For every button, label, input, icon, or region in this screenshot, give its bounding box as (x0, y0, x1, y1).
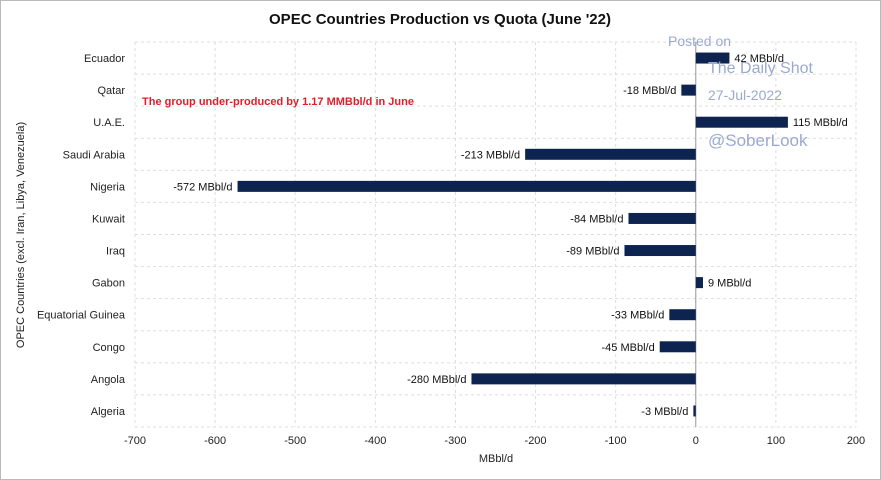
data-label: -3 MBbl/d (641, 406, 688, 418)
watermark-daily-shot: The Daily Shot (708, 60, 813, 77)
y-axis-title: OPEC Countries (excl. Iran, Libya, Venez… (15, 122, 27, 348)
bar-kuwait (628, 212, 696, 224)
category-label: Qatar (97, 85, 125, 97)
x-tick-label: 0 (693, 435, 699, 447)
bar-angola (471, 373, 696, 385)
grid-lines (134, 41, 857, 428)
data-label: -45 MBbl/d (602, 342, 655, 354)
x-tick-label: 100 (767, 435, 785, 447)
bars (237, 52, 788, 417)
x-tick-label: -600 (204, 435, 226, 447)
x-tick-labels: -700 -600 -500 -400 -300 -200 -100 0 100 200 (124, 435, 865, 447)
x-tick-label: -200 (525, 435, 547, 447)
watermark-posted-on: Posted on (668, 33, 731, 49)
category-label: Congo (93, 342, 125, 354)
watermark: Posted on The Daily Shot 27-Jul-2022 @So… (668, 33, 813, 150)
data-label: -18 MBbl/d (623, 85, 676, 97)
bar-qatar (681, 84, 696, 96)
bar-u-a-e- (695, 116, 788, 128)
bar-algeria (693, 405, 696, 417)
annotation-text: The group under-produced by 1.17 MMBbl/d… (142, 96, 414, 108)
x-tick-label: -100 (605, 435, 627, 447)
watermark-handle: @SoberLook (708, 131, 808, 150)
data-label: -213 MBbl/d (461, 149, 520, 161)
x-tick-label: 200 (847, 435, 865, 447)
bar-nigeria (237, 180, 696, 192)
category-label: Nigeria (90, 181, 126, 193)
category-label: Iraq (106, 246, 125, 258)
category-label: Equatorial Guinea (37, 310, 126, 322)
bar-congo (659, 341, 696, 353)
bar-saudi-arabia (525, 148, 696, 160)
category-labels: Ecuador Qatar U.A.E. Saudi Arabia Nigeria Kuw… (37, 53, 126, 418)
data-labels: 42 MBbl/d -18 MBbl/d 115 MBbl/d -213 MBbl/d… (173, 53, 848, 418)
bar-iraq (624, 245, 696, 257)
data-label: -84 MBbl/d (570, 213, 623, 225)
data-label: -572 MBbl/d (173, 181, 232, 193)
data-label: 9 MBbl/d (708, 278, 751, 290)
data-label: -89 MBbl/d (566, 246, 619, 258)
category-label: Ecuador (84, 53, 125, 65)
category-label: Algeria (91, 406, 126, 418)
bar-ecuador (695, 52, 730, 64)
category-label: Saudi Arabia (63, 149, 126, 161)
data-label: -33 MBbl/d (611, 310, 664, 322)
watermark-date: 27-Jul-2022 (708, 87, 782, 103)
bar-equatorial-guinea (669, 309, 696, 321)
chart-title: OPEC Countries Production vs Quota (June… (269, 11, 611, 28)
x-tick-label: -400 (364, 435, 386, 447)
category-label: Angola (91, 374, 126, 386)
category-label: U.A.E. (93, 117, 125, 129)
category-label: Gabon (92, 278, 125, 290)
data-label: -280 MBbl/d (407, 374, 466, 386)
x-tick-label: -300 (444, 435, 466, 447)
x-tick-label: -700 (124, 435, 146, 447)
data-label: 42 MBbl/d (734, 53, 784, 65)
data-label: 115 MBbl/d (793, 117, 848, 129)
x-axis-title: MBbl/d (479, 453, 513, 465)
bar-gabon (695, 277, 703, 289)
category-label: Kuwait (92, 213, 125, 225)
x-tick-label: -500 (284, 435, 306, 447)
